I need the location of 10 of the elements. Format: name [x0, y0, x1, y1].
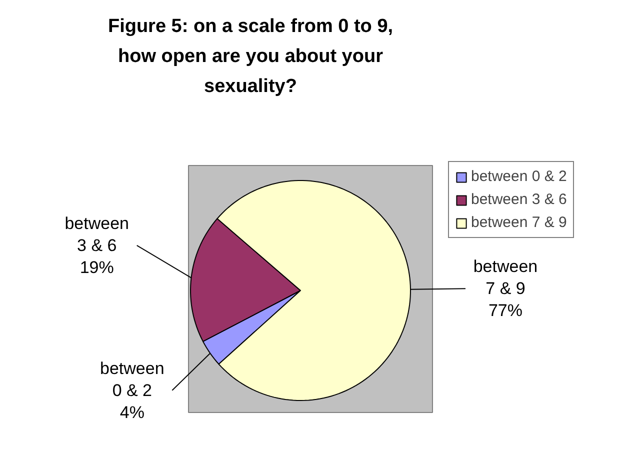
data-label: 4%: [120, 402, 144, 422]
legend-label: between 0 & 2: [471, 168, 567, 185]
data-label: 77%: [488, 301, 523, 320]
legend-label: between 7 & 9: [471, 214, 567, 231]
data-label: 19%: [80, 258, 114, 277]
chart-title: Figure 5: on a scale from 0 to 9, how open are you about your sexuality?: [108, 16, 394, 97]
slice-label: between 3 & 6: [64, 214, 130, 255]
legend-label: between 3 & 6: [471, 191, 567, 208]
slice-label: between 7 & 9: [473, 257, 538, 298]
slice-label: between 0 & 2: [100, 358, 164, 400]
